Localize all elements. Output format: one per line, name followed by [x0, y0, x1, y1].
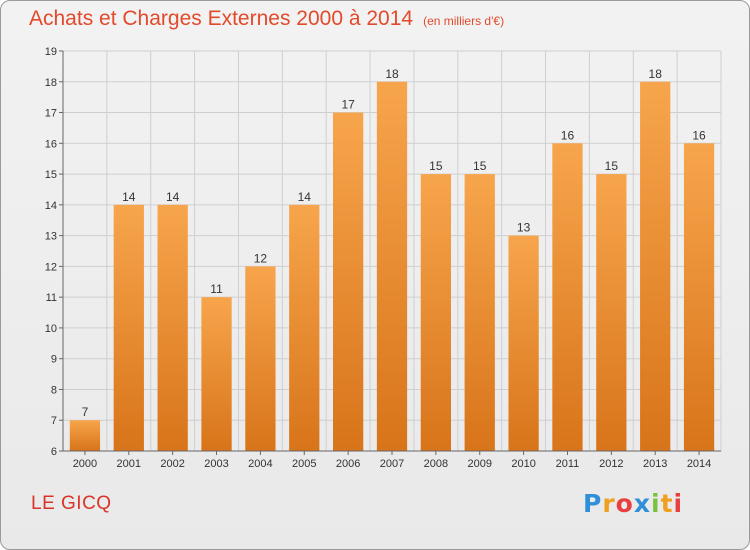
logo-letter: P [583, 489, 603, 518]
logo-letter: i [651, 489, 661, 518]
data-label: 18 [649, 67, 663, 81]
y-tick-label: 18 [45, 77, 57, 89]
x-tick-label: 2010 [511, 458, 535, 470]
title-text: Achats et Charges Externes 2000 à 2014 [29, 7, 414, 30]
data-label: 16 [692, 128, 706, 142]
y-tick-label: 12 [45, 261, 57, 273]
y-tick-label: 14 [45, 200, 57, 212]
x-tick-label: 2000 [73, 458, 97, 470]
data-label: 16 [561, 128, 575, 142]
bar-2002 [157, 204, 188, 451]
bar-2004 [245, 266, 276, 451]
data-label: 14 [298, 190, 312, 204]
proxiti-logo: Proxiti [583, 489, 683, 518]
bar-2010 [508, 235, 539, 451]
x-tick-label: 2008 [424, 458, 448, 470]
bar-2008 [420, 174, 452, 452]
x-tick-label: 2013 [643, 458, 667, 470]
bar-2005 [289, 204, 320, 451]
bar-2000 [69, 420, 101, 451]
bar-2013 [640, 81, 671, 452]
data-label: 17 [341, 98, 355, 112]
x-tick-label: 2007 [380, 458, 404, 470]
logo-letter: t [660, 489, 674, 518]
axes: 6 7 8 9 10 11 12 13 14 15 16 17 18 19 2000 2001 2002 2003… [45, 46, 721, 470]
y-tick-label: 17 [45, 108, 57, 120]
chart-title: Achats et Charges Externes 2000 à 2014 (e… [29, 7, 504, 31]
bar-2001 [113, 204, 144, 451]
data-label: 15 [605, 159, 619, 173]
bars: 7 14 14 11 12 14 17 18 15 15 13 16 15 18 16 [69, 67, 715, 452]
bar-2014 [683, 143, 715, 452]
y-tick-label: 15 [45, 169, 57, 181]
x-tick-label: 2011 [556, 458, 580, 470]
x-tick-label: 2006 [336, 458, 360, 470]
bar-2003 [201, 297, 232, 451]
bar-2009 [464, 174, 495, 452]
bar-2007 [376, 81, 408, 452]
y-tick-label: 10 [45, 323, 57, 335]
bar-2006 [332, 112, 364, 452]
logo-letter: x [633, 489, 651, 518]
data-label: 14 [122, 190, 136, 204]
commune-name: LE GICQ [31, 493, 112, 514]
bar-2012 [596, 174, 627, 452]
data-label: 15 [473, 159, 487, 173]
unit-label: (en milliers d'€) [423, 14, 505, 28]
y-tick-label: 13 [45, 231, 57, 243]
data-label: 18 [385, 67, 399, 81]
x-tick-label: 2009 [467, 458, 491, 470]
x-tick-label: 2014 [687, 458, 711, 470]
y-tick-label: 19 [45, 46, 57, 58]
x-tick-label: 2005 [292, 458, 316, 470]
x-tick-label: 2001 [117, 458, 141, 470]
data-label: 7 [82, 405, 89, 419]
logo-letter: o [615, 489, 634, 518]
data-label: 11 [210, 282, 223, 296]
x-tick-label: 2012 [599, 458, 623, 470]
logo-letter: r [602, 489, 616, 518]
x-tick-label: 2004 [248, 458, 272, 470]
y-tick-label: 11 [46, 292, 57, 304]
y-tick-label: 9 [51, 354, 57, 366]
x-tick-label: 2003 [204, 458, 228, 470]
data-label: 12 [254, 251, 268, 265]
y-tick-label: 7 [51, 415, 57, 427]
data-label: 14 [166, 190, 180, 204]
data-label: 13 [517, 221, 531, 235]
logo-letter: i [673, 489, 684, 518]
y-tick-label: 16 [45, 138, 57, 150]
y-tick-label: 6 [51, 446, 57, 458]
bar-2011 [552, 143, 583, 452]
data-label: 15 [429, 159, 443, 173]
x-tick-label: 2002 [160, 458, 184, 470]
y-tick-label: 8 [51, 384, 57, 396]
